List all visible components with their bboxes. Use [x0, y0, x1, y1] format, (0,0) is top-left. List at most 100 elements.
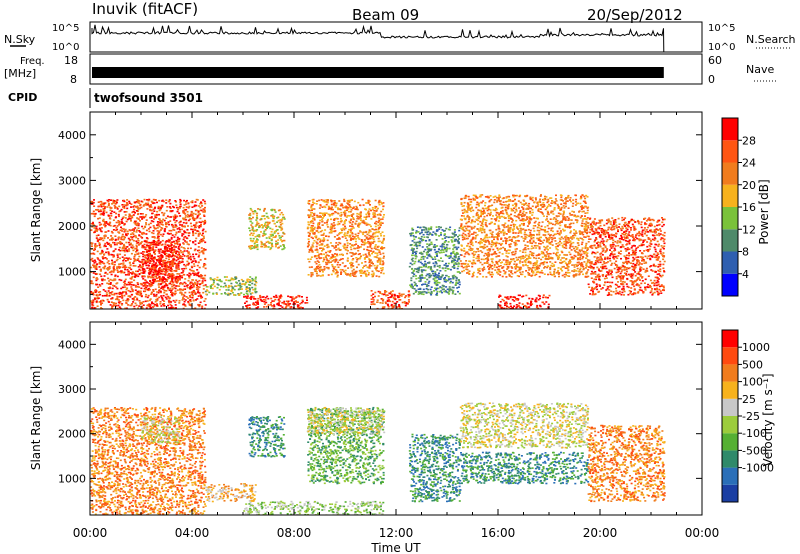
echo-cell: [432, 274, 435, 277]
echo-cell: [339, 268, 342, 271]
echo-cell: [159, 283, 162, 286]
echo-cell: [203, 307, 206, 309]
echo-cell: [568, 212, 571, 215]
echo-cell: [325, 251, 328, 254]
echo-cell: [113, 250, 116, 252]
echo-cell: [321, 274, 324, 276]
echo-cell: [158, 280, 161, 282]
echo-cell: [175, 270, 178, 272]
echo-cell: [410, 233, 413, 236]
echo-cell: [131, 211, 134, 214]
echo-cell: [127, 304, 130, 306]
echo-cell: [495, 233, 498, 235]
echo-cell: [105, 221, 108, 223]
echo-cell: [422, 293, 425, 296]
echo-cell: [310, 249, 313, 252]
echo-cell: [122, 266, 124, 269]
echo-cell: [438, 226, 440, 228]
echo-cell: [368, 267, 371, 269]
echo-cell: [112, 304, 115, 306]
echo-cell: [113, 293, 116, 296]
echo-cell: [107, 252, 110, 254]
echo-cell: [397, 296, 400, 299]
echo-cell: [186, 263, 189, 266]
echo-cell: [313, 214, 316, 217]
echo-cell: [365, 237, 368, 240]
echo-cell: [323, 205, 326, 208]
echo-cell: [95, 283, 98, 286]
echo-cell: [148, 284, 151, 287]
echo-cell: [249, 212, 252, 215]
echo-cell: [127, 241, 130, 244]
echo-cell: [267, 304, 270, 306]
echo-cell: [256, 235, 259, 237]
echo-cell: [251, 222, 254, 224]
echo-cell: [455, 251, 458, 254]
echo-cell: [332, 222, 335, 224]
echo-cell: [197, 288, 200, 290]
echo-cell: [174, 221, 177, 224]
echo-cell: [187, 257, 190, 259]
echo-cell: [371, 252, 373, 255]
echo-cell: [132, 206, 135, 208]
echo-cell: [522, 220, 525, 222]
echo-cell: [455, 263, 458, 265]
echo-cell: [156, 201, 158, 204]
echo-cell: [192, 218, 195, 220]
echo-cell: [349, 238, 352, 241]
echo-cell: [265, 246, 268, 248]
echo-cell: [141, 213, 144, 215]
echo-cell: [347, 214, 350, 217]
echo-cell: [231, 286, 234, 288]
echo-cell: [172, 281, 175, 284]
echo-cell: [421, 255, 424, 258]
echo-cell: [338, 259, 341, 261]
echo-cell: [126, 269, 129, 271]
echo-cell: [309, 249, 311, 252]
echo-cell: [433, 280, 436, 282]
echo-cell: [457, 262, 460, 264]
echo-cell: [340, 214, 343, 216]
echo-cell: [374, 252, 377, 254]
echo-cell: [95, 237, 98, 239]
echo-cell: [151, 201, 154, 204]
echo-cell: [440, 257, 442, 259]
echo-cell: [108, 265, 111, 268]
echo-cell: [137, 293, 140, 296]
echo-cell: [556, 222, 559, 224]
echo-cell: [212, 279, 215, 282]
echo-cell: [313, 232, 316, 234]
echo-cell: [171, 294, 174, 297]
echo-cell: [287, 302, 290, 304]
echo-cell: [260, 224, 263, 226]
echo-cell: [153, 252, 156, 255]
echo-cell: [492, 209, 495, 211]
echo-cell: [108, 271, 111, 274]
echo-cell: [275, 244, 278, 246]
echo-cell: [130, 233, 132, 236]
echo-cell: [100, 275, 103, 278]
echo-cell: [97, 210, 100, 213]
echo-cell: [440, 226, 442, 229]
echo-cell: [480, 231, 483, 234]
echo-cell: [237, 284, 240, 286]
echo-cell: [376, 235, 379, 237]
echo-cell: [330, 229, 333, 232]
echo-cell: [123, 284, 126, 286]
echo-cell: [164, 262, 166, 264]
echo-cell: [350, 255, 353, 257]
echo-cell: [92, 292, 94, 295]
echo-cell: [359, 216, 362, 218]
echo-cell: [112, 267, 115, 270]
echo-cell: [135, 244, 138, 247]
echo-cell: [295, 296, 298, 298]
echo-cell: [415, 231, 418, 234]
echo-cell: [429, 276, 432, 278]
echo-cell: [427, 255, 430, 257]
echo-cell: [106, 241, 109, 244]
echo-cell: [368, 250, 371, 252]
echo-cell: [164, 267, 167, 269]
echo-cell: [442, 246, 445, 248]
echo-cell: [549, 266, 552, 269]
echo-cell: [152, 220, 155, 223]
